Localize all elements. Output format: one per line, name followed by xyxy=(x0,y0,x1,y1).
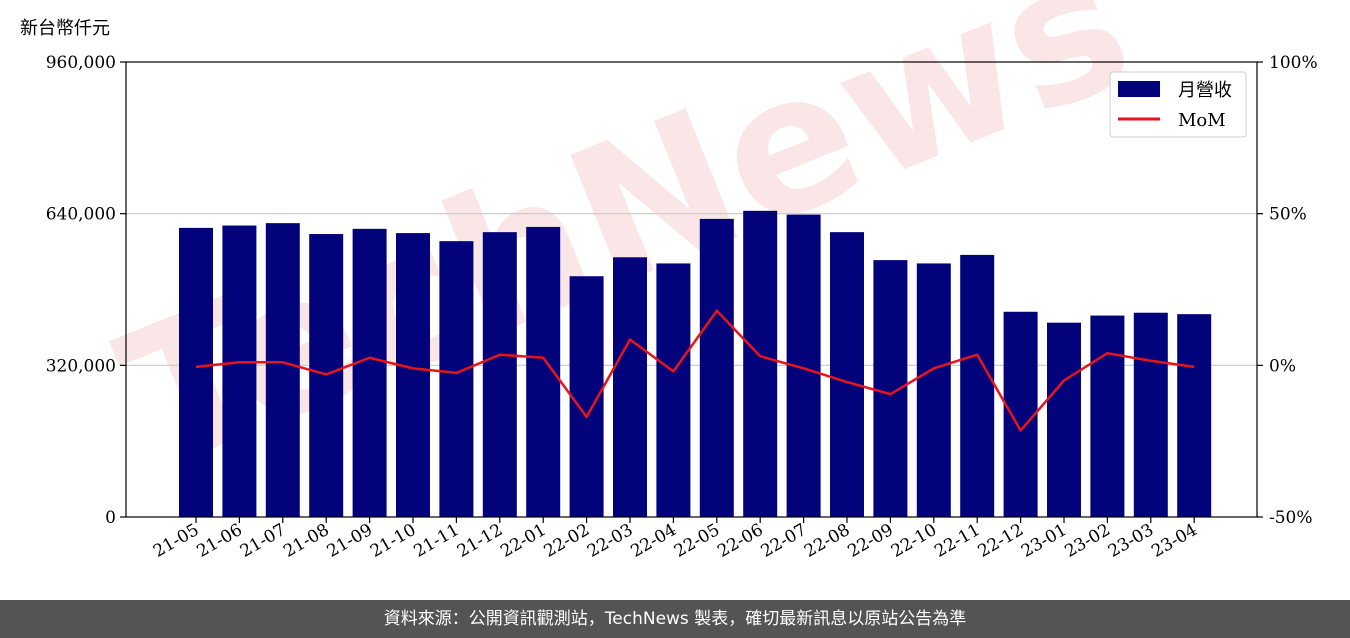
bar-23-02 xyxy=(1090,315,1125,517)
right-axis: -50% 0% 50% 100% xyxy=(1257,53,1318,528)
bar-21-06 xyxy=(222,225,257,517)
x-tick-label: 22-08 xyxy=(801,520,853,562)
x-tick-label: 22-10 xyxy=(888,520,940,562)
bar-23-04 xyxy=(1177,314,1212,517)
x-tick-label: 23-04 xyxy=(1148,520,1200,562)
bar-22-09 xyxy=(873,260,908,517)
bar-21-07 xyxy=(265,223,300,518)
bar-22-04 xyxy=(656,263,691,517)
left-tick-label: 640,000 xyxy=(46,205,116,225)
x-tick-label: 21-06 xyxy=(193,520,245,562)
x-tick-label: 21-05 xyxy=(150,520,202,562)
x-tick-label: 21-08 xyxy=(280,520,332,562)
bar-22-10 xyxy=(916,263,951,517)
left-tick-label: 320,000 xyxy=(46,356,116,376)
x-tick-label: 21-09 xyxy=(324,520,376,562)
bar-22-08 xyxy=(830,232,864,517)
x-tick-label: 21-07 xyxy=(237,520,289,562)
legend-swatch-revenue xyxy=(1118,81,1160,97)
x-tick-label: 21-11 xyxy=(410,520,462,562)
left-axis: 0 320,000 640,000 960,000 xyxy=(46,53,126,528)
left-tick-label: 960,000 xyxy=(46,53,116,73)
bar-21-10 xyxy=(396,233,430,518)
bar-21-09 xyxy=(352,228,387,518)
bar-21-12 xyxy=(482,232,517,517)
x-tick-label: 22-01 xyxy=(497,520,549,562)
bar-21-11 xyxy=(439,241,474,517)
plot-frame xyxy=(125,61,1258,518)
bars-group xyxy=(179,210,1212,518)
x-tick-label: 21-10 xyxy=(367,520,419,562)
source-footer: 資料來源：公開資訊觀測站，TechNews 製表，確切最新訊息以原站公告為準 xyxy=(0,600,1350,638)
legend-label-revenue: 月營收 xyxy=(1178,80,1232,101)
x-tick-label: 22-02 xyxy=(541,520,593,562)
y-unit-label: 新台幣仟元 xyxy=(20,18,110,39)
right-tick-label: 50% xyxy=(1269,205,1307,225)
bar-23-01 xyxy=(1047,322,1081,517)
legend: 月營收 MoM xyxy=(1109,71,1247,138)
bar-22-12 xyxy=(1003,311,1038,517)
x-tick-label: 23-01 xyxy=(1018,520,1070,562)
bar-22-05 xyxy=(699,218,734,518)
x-tick-label: 23-02 xyxy=(1061,520,1113,562)
x-tick-label: 22-03 xyxy=(584,520,636,562)
bar-22-06 xyxy=(743,210,778,517)
x-tick-label: 23-03 xyxy=(1105,520,1157,562)
bar-22-03 xyxy=(613,257,647,517)
bar-21-05 xyxy=(179,227,213,517)
x-tick-label: 22-09 xyxy=(844,520,896,562)
right-tick-label: 100% xyxy=(1269,53,1318,73)
x-tick-label: 22-07 xyxy=(758,520,810,562)
x-tick-label: 22-12 xyxy=(975,520,1027,562)
legend-label-mom: MoM xyxy=(1178,110,1226,131)
right-tick-label: 0% xyxy=(1269,356,1296,376)
x-tick-label: 22-06 xyxy=(714,520,766,562)
mom-line xyxy=(195,309,1195,432)
bar-22-11 xyxy=(960,254,995,517)
right-tick-label: -50% xyxy=(1269,508,1313,528)
bar-23-03 xyxy=(1133,312,1168,517)
x-tick-label: 22-04 xyxy=(627,520,679,562)
x-tick-label: 22-11 xyxy=(931,520,983,562)
left-tick-label: 0 xyxy=(105,508,116,528)
x-axis: 21-0521-0621-0721-0821-0921-1021-1121-12… xyxy=(150,517,1201,562)
x-tick-label: 22-05 xyxy=(671,520,723,562)
x-tick-label: 21-12 xyxy=(454,520,506,562)
